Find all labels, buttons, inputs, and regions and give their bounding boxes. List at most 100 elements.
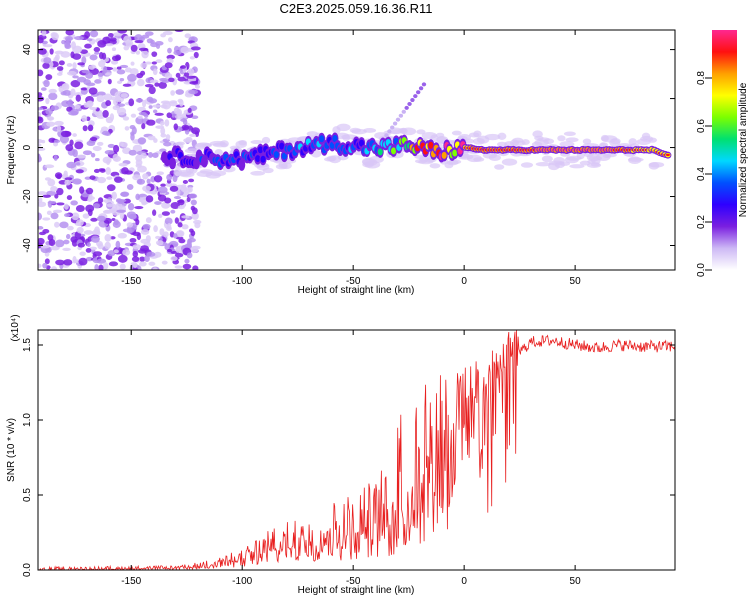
heatmap-cell xyxy=(92,203,101,209)
heatmap-cell xyxy=(255,155,261,163)
heatmap-cell xyxy=(164,72,173,79)
heatmap-cell xyxy=(129,237,137,243)
heatmap-cell xyxy=(117,232,127,239)
heatmap-cell xyxy=(451,130,462,136)
heatmap-cell xyxy=(109,37,117,42)
heatmap-cell xyxy=(142,223,151,230)
heatmap-cell xyxy=(384,133,389,138)
heatmap-cell xyxy=(45,97,50,105)
heatmap-cell xyxy=(113,98,118,106)
snr-xlabel: Height of straight line (km) xyxy=(298,585,415,596)
heatmap-cell xyxy=(152,209,157,216)
heatmap-cell xyxy=(102,156,112,164)
colorbar-gradient xyxy=(712,30,737,270)
heatmap-cell xyxy=(173,168,183,176)
heatmap-cell xyxy=(521,139,530,145)
heatmap-cell xyxy=(155,43,161,49)
heatmap-cell xyxy=(180,186,188,192)
heatmap-cell xyxy=(74,92,83,97)
heatmap-cell xyxy=(60,130,71,138)
x-tick-label: 50 xyxy=(570,576,582,587)
heatmap-cell xyxy=(132,144,143,153)
heatmap-cell xyxy=(79,251,86,256)
heatmap-cell xyxy=(38,147,46,151)
heatmap-cell xyxy=(111,47,117,52)
heatmap-cell xyxy=(205,171,221,179)
heatmap-cell xyxy=(136,78,145,87)
heatmap-cell xyxy=(141,201,147,206)
heatmap-cell xyxy=(109,236,116,240)
heatmap-cell xyxy=(77,62,85,66)
heatmap-cell xyxy=(97,72,104,77)
heatmap-cell xyxy=(160,104,168,109)
heatmap-cell xyxy=(50,245,60,251)
heatmap-cell xyxy=(62,90,72,96)
heatmap-cell xyxy=(38,226,44,230)
heatmap-cell xyxy=(170,209,176,214)
heatmap-cell xyxy=(148,86,156,95)
heatmap-cell xyxy=(51,32,59,41)
heatmap-cell xyxy=(122,249,131,256)
heatmap-cell xyxy=(55,239,65,248)
heatmap-cell xyxy=(135,50,141,55)
heatmap-cell xyxy=(76,219,84,227)
heatmap-cell xyxy=(138,47,149,52)
heatmap-cell xyxy=(137,115,143,119)
heatmap-cell xyxy=(565,137,579,143)
heatmap-cell xyxy=(64,203,69,210)
heatmap-cell xyxy=(512,137,524,143)
heatmap-cell xyxy=(160,33,167,38)
heatmap-cell xyxy=(398,113,404,118)
heatmap-cell xyxy=(250,139,264,145)
heatmap-cell xyxy=(93,46,101,53)
heatmap-cell xyxy=(194,222,201,229)
heatmap-cell xyxy=(84,31,91,39)
heatmap-cell xyxy=(175,246,181,253)
x-tick-label: -100 xyxy=(232,576,252,587)
x-tick-label: -150 xyxy=(121,276,141,287)
heatmap-cell xyxy=(182,263,192,270)
heatmap-cell xyxy=(473,157,485,162)
heatmap-cell xyxy=(194,84,200,89)
heatmap-cell xyxy=(92,251,103,257)
heatmap-cell xyxy=(40,245,50,249)
heatmap-cell xyxy=(332,135,338,143)
heatmap-cell xyxy=(119,263,126,270)
heatmap-cell xyxy=(239,161,245,169)
heatmap-cell xyxy=(174,30,184,33)
heatmap-cell xyxy=(75,94,81,102)
heatmap-cell xyxy=(122,83,132,87)
heatmap-cell xyxy=(62,247,71,252)
heatmap-cell xyxy=(54,172,63,179)
heatmap-cell xyxy=(377,148,383,156)
heatmap-cell xyxy=(96,258,107,264)
heatmap-cell xyxy=(86,242,91,247)
heatmap-cell xyxy=(134,40,144,44)
heatmap-cell xyxy=(151,61,157,65)
heatmap-cell xyxy=(79,186,85,194)
heatmap-cell xyxy=(119,211,125,220)
heatmap-cell xyxy=(90,235,100,243)
heatmap-cell xyxy=(103,93,113,101)
heatmap-cell xyxy=(120,93,128,98)
heatmap-cell xyxy=(257,146,263,154)
y-tick-label: 0 xyxy=(22,144,33,150)
heatmap-cell xyxy=(54,221,60,228)
heatmap-cell xyxy=(119,77,125,82)
heatmap-cell xyxy=(82,213,90,219)
heatmap-cell xyxy=(48,88,57,94)
heatmap-cell xyxy=(180,46,190,54)
colorbar: 0.0 0.2 0.4 0.6 0.8 Normalized spectral ampl… xyxy=(696,30,749,277)
heatmap-cell xyxy=(145,217,152,224)
heatmap-cell xyxy=(151,51,158,57)
heatmap-cell xyxy=(416,129,426,135)
heatmap-cell xyxy=(140,152,147,159)
heatmap-cell xyxy=(58,85,64,93)
heatmap-cell xyxy=(127,202,135,211)
heatmap-cell xyxy=(401,127,417,136)
colorbar-ticks: 0.0 0.2 0.4 0.6 0.8 xyxy=(696,71,712,277)
heatmap-cell xyxy=(144,255,150,262)
heatmap-cell xyxy=(132,244,141,250)
heatmap-cell xyxy=(42,262,48,269)
heatmap-cell xyxy=(390,125,395,130)
